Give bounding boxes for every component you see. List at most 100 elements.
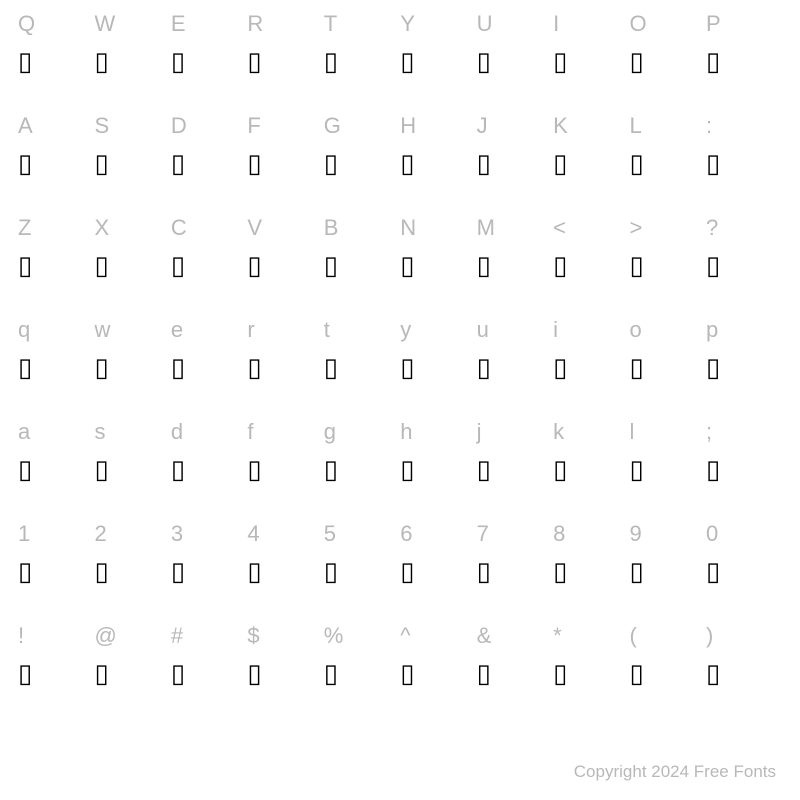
- character-cell: Z▯: [18, 214, 94, 280]
- character-label: *: [553, 622, 562, 654]
- character-cell: X▯: [94, 214, 170, 280]
- character-label: E: [171, 10, 186, 42]
- character-label: H: [400, 112, 416, 144]
- character-label: B: [324, 214, 339, 246]
- character-label: Q: [18, 10, 36, 42]
- character-cell: 3▯: [171, 520, 247, 586]
- character-cell: p▯: [706, 316, 782, 382]
- character-label: C: [171, 214, 187, 246]
- character-label: ;: [706, 418, 713, 450]
- glyph-placeholder: ▯: [477, 250, 491, 280]
- character-cell: ^▯: [400, 622, 476, 688]
- glyph-placeholder: ▯: [630, 352, 644, 382]
- character-label: f: [247, 418, 254, 450]
- glyph-placeholder: ▯: [94, 454, 108, 484]
- character-label: e: [171, 316, 184, 348]
- character-label: 5: [324, 520, 337, 552]
- character-cell: ?▯: [706, 214, 782, 280]
- glyph-placeholder: ▯: [94, 250, 108, 280]
- character-cell: L▯: [630, 112, 706, 178]
- character-label: (: [630, 622, 638, 654]
- character-label: k: [553, 418, 565, 450]
- character-cell: D▯: [171, 112, 247, 178]
- character-cell: J▯: [477, 112, 553, 178]
- character-cell: R▯: [247, 10, 323, 76]
- character-label: D: [171, 112, 187, 144]
- character-cell: )▯: [706, 622, 782, 688]
- glyph-placeholder: ▯: [400, 658, 414, 688]
- character-cell: g▯: [324, 418, 400, 484]
- character-label: M: [477, 214, 496, 246]
- character-label: Y: [400, 10, 415, 42]
- character-cell: 0▯: [706, 520, 782, 586]
- glyph-placeholder: ▯: [18, 658, 32, 688]
- character-label: y: [400, 316, 412, 348]
- glyph-placeholder: ▯: [247, 46, 261, 76]
- character-label: ): [706, 622, 714, 654]
- character-label: 8: [553, 520, 566, 552]
- glyph-placeholder: ▯: [553, 556, 567, 586]
- glyph-placeholder: ▯: [247, 148, 261, 178]
- character-label: &: [477, 622, 492, 654]
- character-label: 2: [94, 520, 107, 552]
- character-label: R: [247, 10, 263, 42]
- glyph-placeholder: ▯: [324, 658, 338, 688]
- character-row: a▯s▯d▯f▯g▯h▯j▯k▯l▯;▯: [18, 418, 782, 484]
- character-label: N: [400, 214, 416, 246]
- character-row: Q▯W▯E▯R▯T▯Y▯U▯I▯O▯P▯: [18, 10, 782, 76]
- character-cell: 6▯: [400, 520, 476, 586]
- glyph-placeholder: ▯: [553, 46, 567, 76]
- character-label: U: [477, 10, 493, 42]
- character-cell: i▯: [553, 316, 629, 382]
- character-cell: C▯: [171, 214, 247, 280]
- character-label: !: [18, 622, 25, 654]
- glyph-placeholder: ▯: [324, 454, 338, 484]
- character-cell: (▯: [630, 622, 706, 688]
- glyph-placeholder: ▯: [94, 658, 108, 688]
- character-label: G: [324, 112, 342, 144]
- glyph-placeholder: ▯: [171, 148, 185, 178]
- glyph-placeholder: ▯: [400, 352, 414, 382]
- glyph-placeholder: ▯: [247, 658, 261, 688]
- glyph-placeholder: ▯: [706, 556, 720, 586]
- glyph-placeholder: ▯: [18, 352, 32, 382]
- character-label: F: [247, 112, 261, 144]
- character-label: T: [324, 10, 338, 42]
- character-cell: #▯: [171, 622, 247, 688]
- glyph-placeholder: ▯: [706, 352, 720, 382]
- character-label: A: [18, 112, 33, 144]
- glyph-placeholder: ▯: [247, 454, 261, 484]
- glyph-placeholder: ▯: [324, 148, 338, 178]
- character-label: h: [400, 418, 413, 450]
- character-cell: Q▯: [18, 10, 94, 76]
- character-label: t: [324, 316, 331, 348]
- glyph-placeholder: ▯: [630, 46, 644, 76]
- character-cell: o▯: [630, 316, 706, 382]
- character-cell: M▯: [477, 214, 553, 280]
- character-label: i: [553, 316, 558, 348]
- glyph-placeholder: ▯: [553, 658, 567, 688]
- glyph-placeholder: ▯: [247, 250, 261, 280]
- glyph-placeholder: ▯: [324, 352, 338, 382]
- character-label: s: [94, 418, 106, 450]
- glyph-placeholder: ▯: [94, 46, 108, 76]
- character-cell: @▯: [94, 622, 170, 688]
- character-cell: S▯: [94, 112, 170, 178]
- character-label: 7: [477, 520, 490, 552]
- glyph-placeholder: ▯: [171, 658, 185, 688]
- character-label: V: [247, 214, 262, 246]
- glyph-placeholder: ▯: [18, 46, 32, 76]
- glyph-placeholder: ▯: [324, 556, 338, 586]
- glyph-placeholder: ▯: [18, 148, 32, 178]
- character-label: %: [324, 622, 344, 654]
- character-cell: !▯: [18, 622, 94, 688]
- glyph-placeholder: ▯: [706, 250, 720, 280]
- glyph-placeholder: ▯: [94, 556, 108, 586]
- character-cell: T▯: [324, 10, 400, 76]
- character-cell: y▯: [400, 316, 476, 382]
- glyph-placeholder: ▯: [477, 46, 491, 76]
- character-cell: r▯: [247, 316, 323, 382]
- character-label: r: [247, 316, 255, 348]
- character-label: O: [630, 10, 648, 42]
- character-cell: q▯: [18, 316, 94, 382]
